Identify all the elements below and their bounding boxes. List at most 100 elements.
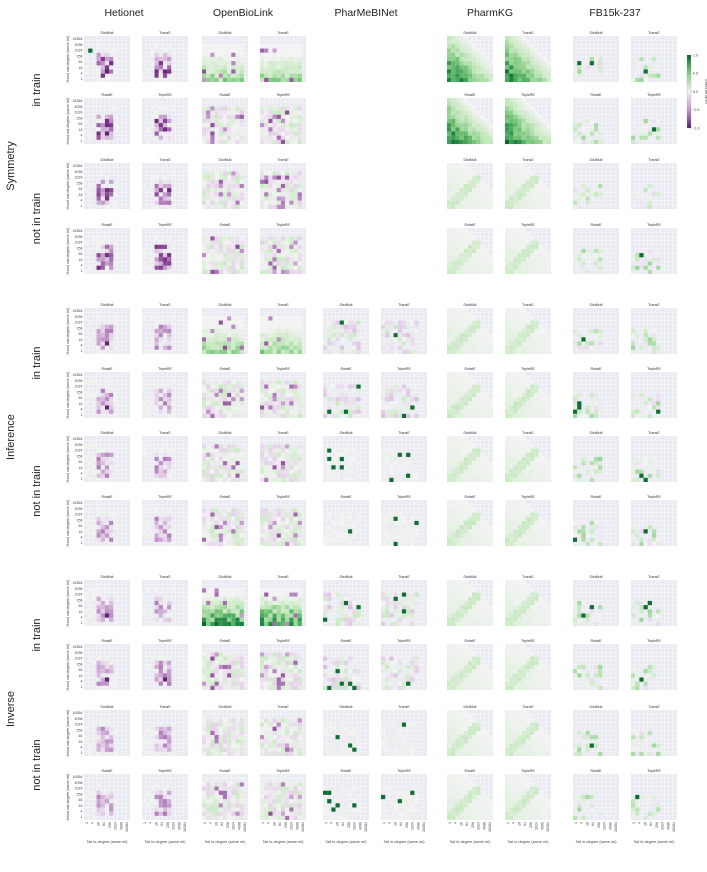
heatmap-cell [509,349,514,355]
heatmap-cell [534,200,539,205]
heatmap-cell [146,349,151,355]
heatmap-cell [218,456,223,462]
heatmap-cell [264,44,269,49]
heatmap-cell [513,36,518,41]
heatmap-cell [276,253,281,258]
heatmap-cell [401,456,407,462]
heatmap-cell [202,461,207,466]
heatmap-cell [158,333,163,338]
heatmap-cell [158,401,163,406]
heatmap-cell [530,44,535,49]
heatmap-cell [235,135,240,140]
y-tick-label: 256 [77,454,83,458]
heatmap-cell [472,345,477,350]
heatmap-cell [538,179,543,184]
subplot-title-rotate: RotatE [591,93,603,97]
heatmap-cell [517,200,522,205]
heatmap-cell [210,135,215,140]
subplot-title-distmult: DistMult [340,431,353,435]
heatmap-cell [293,541,298,547]
heatmap-cell [158,405,163,410]
heatmap-cell [264,69,269,74]
heatmap-cell [463,269,468,275]
heatmap-cell [162,261,168,266]
heatmap-cell [206,131,211,136]
heatmap-cell [222,110,228,115]
heatmap-cell [467,179,473,184]
heatmap-cell [146,409,151,414]
heatmap-cell [218,106,223,111]
heatmap-cell [455,183,460,189]
dataset-title-openbiolink: OpenBioLink [213,7,274,19]
heatmap-cell [517,131,522,136]
heatmap-cell [264,183,269,189]
heatmap-cell [260,409,265,414]
heatmap-cell [297,139,302,145]
heatmap-cell [206,179,211,184]
heatmap-cell [509,123,514,128]
heatmap-panel [84,436,130,483]
heatmap-cell [84,444,89,449]
heatmap-cell [146,461,151,466]
heatmap-cell [656,257,661,262]
heatmap-cell [227,388,232,393]
heatmap-cell [272,110,277,115]
heatmap-cell [264,384,269,389]
heatmap-cell [447,236,452,241]
heatmap-cell [352,452,357,457]
heatmap-cell [525,248,531,254]
heatmap-cell [447,248,452,254]
heatmap-cell [260,337,265,342]
subplot-title-triplere: TripleRE [158,367,172,371]
heatmap-cell [476,135,481,140]
heatmap-cell [538,52,543,57]
heatmap-cell [235,537,240,542]
heatmap-cell [272,541,277,547]
heatmap-cell [167,341,172,346]
heatmap-cell [546,61,552,66]
heatmap-cell [154,192,159,197]
heatmap-cell [280,473,286,478]
heatmap-cell [214,123,219,128]
heatmap-cell [505,232,510,237]
heatmap-cell [100,345,105,350]
heatmap-cell [276,508,281,513]
heatmap-cell [343,525,349,530]
heatmap-cell [158,65,163,70]
heatmap-cell [92,525,97,530]
heatmap-cell [167,448,172,453]
heatmap-cell [463,316,468,321]
heatmap-cell [150,183,155,189]
heatmap-cell [525,333,531,338]
heatmap-cell [410,397,415,402]
y-tick-label: 4096 [75,170,83,174]
heatmap-cell [96,183,101,189]
y-tick-label: 4 [81,343,83,347]
heatmap-cell [406,324,411,329]
heatmap-cell [104,114,110,119]
heatmap-cell [264,380,269,385]
heatmap-cell [96,61,101,66]
heatmap-cell [268,461,273,466]
heatmap-cell [639,118,644,124]
heatmap-cell [331,324,336,329]
heatmap-cell [222,324,228,329]
heatmap-cell [202,465,207,470]
heatmap-cell [88,204,93,210]
heatmap-cell [530,324,535,329]
heatmap-cell [505,236,510,241]
heatmap-cell [167,56,172,62]
heatmap-cell [210,110,215,115]
heatmap-cell [210,192,215,197]
heatmap-cell [268,188,273,193]
heatmap-cell [509,48,514,53]
heatmap-cell [260,56,265,62]
heatmap-cell [113,106,118,111]
heatmap-cell [96,409,101,414]
heatmap-cell [264,48,269,53]
heatmap-cell [297,516,302,521]
heatmap-cell [463,376,468,381]
heatmap-cell [158,114,163,119]
heatmap-cell [206,337,211,342]
heatmap-cell [389,469,394,474]
